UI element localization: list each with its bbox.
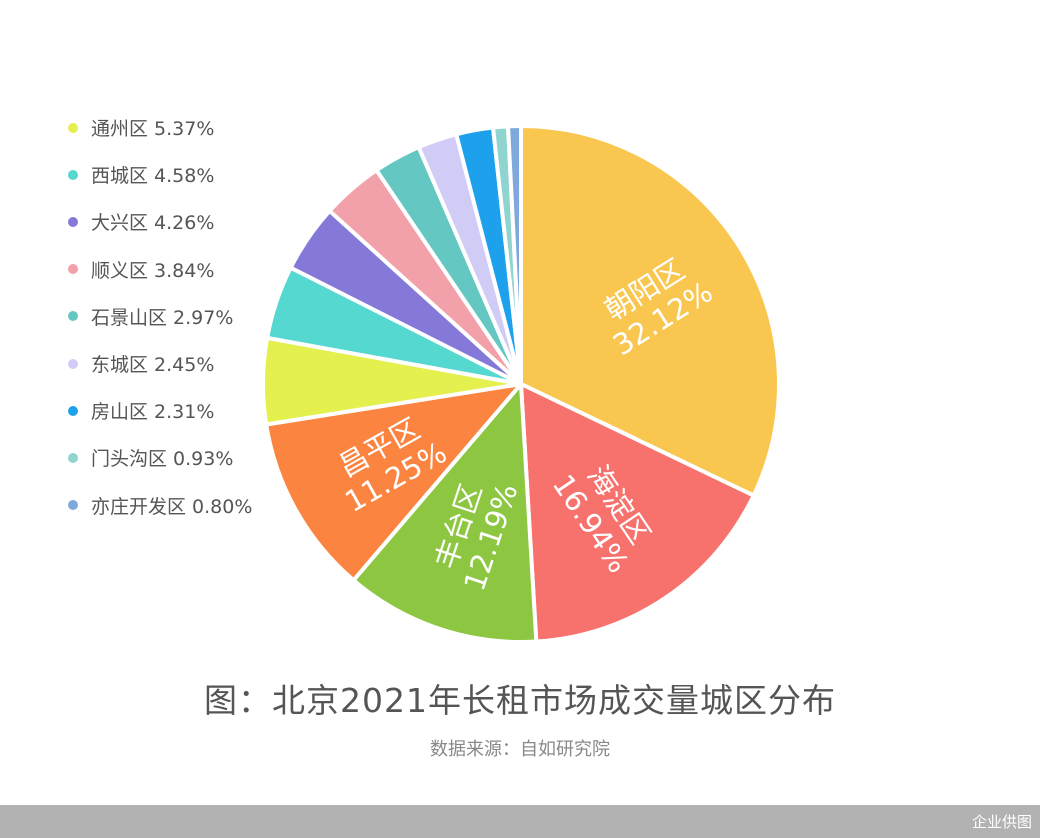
legend-value: 0.80% (192, 495, 253, 518)
legend-name: 房山区 (91, 401, 149, 424)
footer-bar: 企业供图 (0, 805, 1040, 838)
footer-credit: 企业供图 (971, 813, 1032, 831)
legend-item: 西城区 4.58% (68, 151, 252, 198)
legend-value: 2.31% (154, 401, 215, 424)
legend-swatch (68, 122, 78, 133)
legend-name: 通州区 (91, 118, 149, 141)
legend-item: 房山区 2.31% (68, 387, 252, 434)
legend-swatch (68, 452, 78, 463)
legend-name: 门头沟区 (91, 448, 168, 471)
pie-slice-3 (264, 382, 523, 583)
legend-label: 大兴区 4.26% (91, 208, 214, 235)
legend-name: 大兴区 (91, 212, 149, 235)
legend-swatch (68, 500, 78, 511)
legend-swatch (68, 169, 78, 180)
legend-name: 西城区 (91, 165, 149, 188)
legend-label: 通州区 5.37% (91, 114, 214, 141)
pie-slice-12 (506, 124, 523, 386)
legend-swatch (68, 358, 78, 369)
legend-item: 石景山区 2.97% (68, 293, 252, 340)
chart-caption: 图：北京2021年长租市场成交量城区分布 (204, 681, 836, 720)
legend-value: 4.58% (154, 165, 215, 188)
chart-legend: 通州区 5.37% 西城区 4.58% 大兴区 4.26% 顺义区 3.84% 石景山区 2.97… (68, 104, 252, 529)
legend-label: 房山区 2.31% (91, 397, 214, 424)
legend-name: 亦庄开发区 (91, 495, 187, 518)
pie-slice-1 (519, 382, 756, 644)
legend-swatch (68, 216, 78, 227)
legend-swatch (68, 405, 78, 416)
legend-swatch (68, 264, 78, 275)
legend-label: 顺义区 3.84% (91, 256, 214, 283)
legend-item: 亦庄开发区 0.80% (68, 482, 252, 529)
legend-label: 西城区 4.58% (91, 161, 214, 188)
legend-name: 石景山区 (91, 306, 168, 329)
pie-slice-0 (519, 124, 781, 498)
legend-label: 石景山区 2.97% (91, 303, 233, 330)
legend-name: 东城区 (91, 354, 149, 377)
legend-item: 大兴区 4.26% (68, 198, 252, 245)
legend-item: 通州区 5.37% (68, 104, 252, 151)
legend-label: 门头沟区 0.93% (91, 444, 233, 471)
legend-value: 2.97% (173, 306, 234, 329)
legend-item: 门头沟区 0.93% (68, 434, 252, 481)
legend-item: 顺义区 3.84% (68, 246, 252, 293)
legend-value: 2.45% (154, 354, 215, 377)
legend-value: 0.93% (173, 448, 234, 471)
data-source: 数据来源：自如研究院 (430, 739, 610, 760)
pie-slice-2 (351, 382, 539, 644)
legend-name: 顺义区 (91, 259, 149, 282)
legend-item: 东城区 2.45% (68, 340, 252, 387)
legend-value: 5.37% (154, 118, 215, 141)
legend-swatch (68, 311, 78, 322)
legend-value: 3.84% (154, 259, 215, 282)
legend-label: 亦庄开发区 0.80% (91, 492, 252, 519)
legend-label: 东城区 2.45% (91, 350, 214, 377)
legend-value: 4.26% (154, 212, 215, 235)
